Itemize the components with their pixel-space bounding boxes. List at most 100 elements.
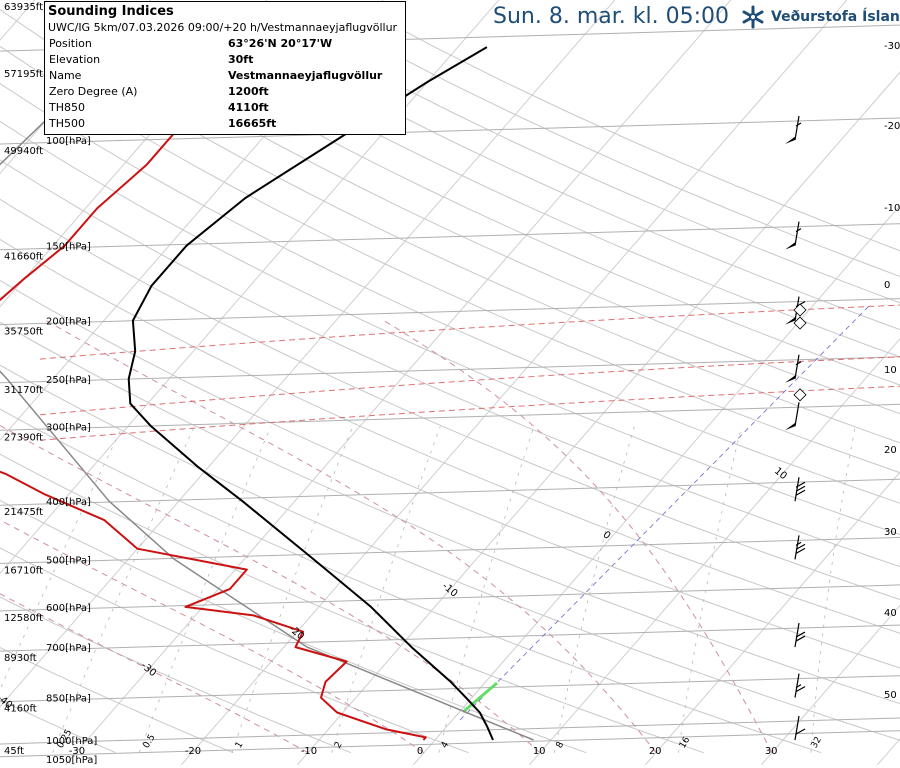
dry-adiabat-line — [0, 453, 704, 754]
height-label: 27390ft — [4, 432, 43, 443]
pressure-label: 1000[hPa] — [46, 736, 97, 747]
info-row-th500: TH500 16665ft — [48, 116, 402, 132]
isotherm-label: 0 — [600, 529, 612, 542]
height-label-second: 57195ft — [4, 69, 43, 80]
dry-adiabat-line — [47, 6, 900, 415]
wind-barb — [794, 622, 806, 648]
info-label: TH500 — [49, 117, 85, 130]
bottom-temp-label: 20 — [649, 746, 662, 757]
snowflake-icon — [742, 5, 764, 29]
info-row-th850: TH850 4110ft — [48, 100, 402, 116]
pressure-label: 600[hPa] — [46, 603, 91, 614]
wind-barb — [785, 115, 802, 144]
tropopause-marker — [793, 388, 807, 402]
right-temp-label: -20 — [884, 121, 900, 132]
right-temp-label: -30 — [884, 41, 900, 52]
height-label: 31170ft — [4, 385, 43, 396]
wind-barb-pennant — [785, 241, 796, 250]
isotherm-line — [877, 738, 900, 766]
moist-adiabat-line — [0, 593, 309, 754]
moist-adiabat-line — [383, 320, 773, 753]
wind-barb-staff — [794, 535, 800, 560]
pressure-label: 1050[hPa] — [46, 755, 97, 766]
dry-adiabat-line — [0, 408, 822, 754]
right-temp-label: 20 — [884, 445, 897, 456]
isobar-line — [0, 298, 900, 326]
right-temp-label: -10 — [884, 203, 900, 214]
bottom-temp-label: -30 — [69, 746, 85, 757]
wind-barb-staff — [794, 115, 800, 141]
info-title: Sounding Indices — [48, 4, 174, 19]
mixing-ratio-label: 8 — [555, 740, 567, 750]
bottom-temp-label: 10 — [533, 746, 546, 757]
info-label: Zero Degree (A) — [49, 85, 138, 98]
wind-barb-pennant — [785, 136, 796, 144]
dry-adiabat-line — [0, 596, 351, 754]
dry-adiabat-line — [0, 9, 900, 444]
info-value: Vestmannaeyjaflugvöllur — [228, 69, 383, 82]
wind-barb-flag — [795, 686, 806, 693]
tropopause-line — [39, 304, 900, 360]
tropopause-line — [39, 385, 900, 441]
dry-adiabat-line — [0, 198, 900, 601]
pressure-label: 850[hPa] — [46, 694, 91, 705]
mixing-ratio-label: 4 — [440, 740, 452, 750]
moist-adiabat-line — [0, 519, 425, 754]
pressure-label: 250[hPa] — [46, 375, 91, 386]
isobar-line — [0, 624, 900, 652]
info-label: Position — [49, 37, 92, 50]
parcel-curve — [0, 370, 534, 741]
dry-adiabat-line — [0, 547, 469, 754]
wind-barb-staff — [794, 221, 800, 246]
info-value: 1200ft — [228, 85, 269, 98]
isobar-line — [0, 730, 900, 758]
brand-name: Veðurstofa Íslands — [771, 9, 900, 25]
isotherm-line — [645, 471, 900, 766]
right-temp-label: 50 — [884, 690, 897, 701]
mixing-ratio-label: 1 — [234, 740, 246, 750]
isobar-line — [0, 675, 900, 703]
wind-barb — [794, 715, 806, 741]
wind-barb-pennant — [785, 422, 796, 431]
wind-barb-half — [795, 122, 802, 127]
height-label: 8930ft — [4, 653, 37, 664]
isotherm-line — [297, 71, 900, 766]
height-label: 16710ft — [4, 565, 43, 576]
info-label: Name — [49, 69, 82, 82]
wind-barb-staff — [794, 715, 800, 741]
wind-barb-flag — [795, 543, 806, 550]
wind-barb — [785, 354, 802, 383]
bottom-temp-label: -10 — [301, 746, 317, 757]
pressure-label: 400[hPa] — [46, 497, 91, 508]
isotherm-line — [0, 0, 500, 575]
height-label: 41660ft — [4, 252, 43, 263]
wind-barb — [785, 402, 800, 431]
dry-adiabat-line — [0, 646, 234, 754]
wind-barb-flag — [795, 485, 806, 492]
dry-adiabat-line — [99, 6, 900, 386]
right-temp-label: 40 — [884, 608, 897, 619]
isobar-line — [0, 717, 900, 745]
pressure-label: 200[hPa] — [46, 317, 91, 328]
mixing-ratio-line — [810, 426, 856, 753]
wind-barb-staff — [794, 673, 800, 698]
pressure-label: 700[hPa] — [46, 643, 91, 654]
dewpoint-curve — [0, 46, 427, 741]
wind-barb-staff — [794, 477, 800, 502]
right-temp-label: 30 — [884, 527, 897, 538]
wind-barb — [785, 221, 802, 250]
wind-barb-flag — [795, 489, 806, 496]
right-temp-label: 0 — [884, 280, 890, 291]
dry-adiabat-line — [0, 238, 900, 634]
brand-logo[interactable]: Veðurstofa Íslands — [738, 5, 900, 29]
isobar-line — [0, 403, 900, 431]
pressure-label: 100[hPa] — [46, 136, 91, 147]
wind-barb-half — [795, 228, 802, 233]
pressure-label: 300[hPa] — [46, 422, 91, 433]
height-label-top: 63935ft — [4, 2, 43, 13]
dry-adiabat-line — [0, 45, 900, 474]
right-temp-label: 10 — [884, 365, 897, 376]
wind-barb-flag — [795, 631, 806, 638]
